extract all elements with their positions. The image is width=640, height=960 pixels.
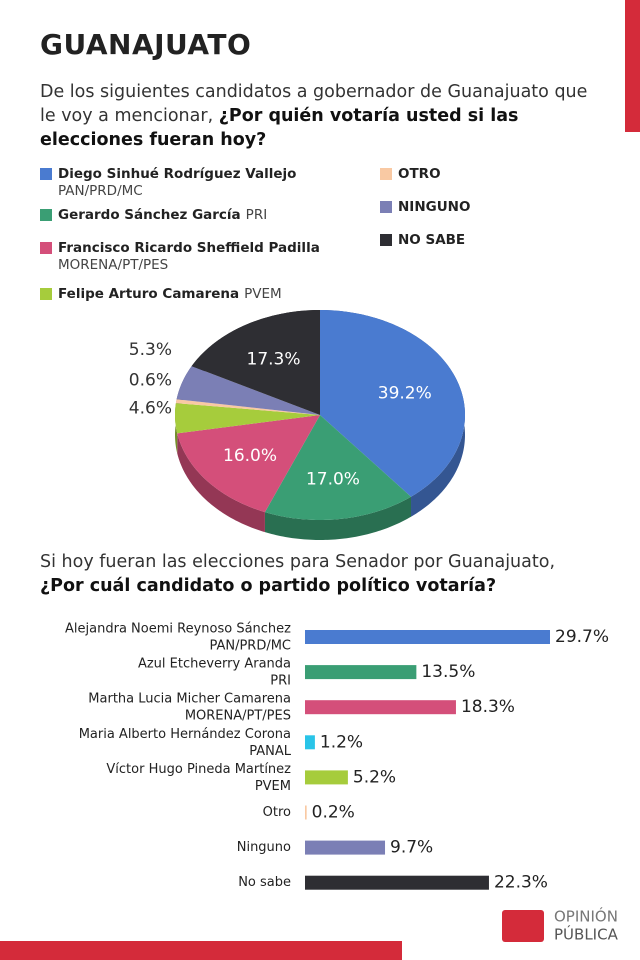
- category-label: Maria Alberto Hernández Corona: [79, 727, 291, 742]
- bar: [305, 630, 550, 644]
- pie-heading: De los siguientes candidatos a gobernado…: [40, 80, 600, 152]
- pie-slice: [320, 310, 465, 497]
- pie-slice-side: [264, 496, 412, 540]
- legend-name: Francisco Ricardo Sheffield Padilla: [58, 240, 320, 256]
- legend-name: Diego Sinhué Rodríguez Vallejo: [58, 166, 296, 182]
- bar: [305, 700, 456, 715]
- pie-slice: [175, 403, 320, 434]
- data-label: 17.3%: [247, 349, 301, 369]
- category-party: MORENA/PT/PES: [185, 709, 291, 724]
- bar: [305, 735, 315, 750]
- legend-name: Gerardo Sánchez García: [58, 207, 241, 223]
- pie-question: ¿Por quién votaría usted si las eleccion…: [40, 106, 519, 150]
- pie-title: De los siguientes candidatos a gobernado…: [40, 82, 588, 126]
- accent-bar: [625, 0, 640, 132]
- legend-party: MORENA/PT/PES: [58, 257, 168, 273]
- data-label: 29.7%: [555, 627, 609, 647]
- bar: [305, 840, 386, 855]
- pie-slice: [264, 415, 412, 520]
- legend-party: PRI: [246, 207, 268, 223]
- category-label: Martha Lucia Micher Camarena: [88, 692, 291, 707]
- legend-label: NO SABE: [398, 232, 465, 248]
- accent-bar: [0, 941, 402, 960]
- category-label: Víctor Hugo Pineda Martínez: [106, 762, 291, 777]
- category-party: PRI: [270, 674, 291, 689]
- data-label: 4.6%: [129, 398, 172, 418]
- legend-label: Diego Sinhué Rodríguez Vallejo: [58, 166, 296, 182]
- data-label: 1.2%: [320, 732, 363, 752]
- legend-swatch: [40, 209, 52, 221]
- legend-label: NINGUNO: [398, 199, 470, 215]
- legend-party: PVEM: [244, 286, 282, 302]
- bar: [305, 805, 307, 820]
- bar: [305, 875, 489, 890]
- category-label: Azul Etcheverry Aranda: [138, 657, 291, 672]
- data-label: 39.2%: [378, 383, 432, 403]
- legend-name: NINGUNO: [398, 199, 470, 215]
- pie-slice: [175, 399, 320, 415]
- data-label: 18.3%: [461, 697, 515, 717]
- legend-label: Francisco Ricardo Sheffield Padilla: [58, 240, 320, 256]
- legend-swatch: [40, 168, 52, 180]
- legend-swatch: [380, 168, 392, 180]
- data-label: 0.2%: [312, 803, 355, 823]
- bar: [305, 770, 348, 785]
- logo-icon: [502, 910, 544, 942]
- category-party: PANAL: [249, 744, 292, 759]
- category-label: Ninguno: [237, 840, 291, 855]
- data-label: 9.7%: [390, 838, 433, 858]
- bar-question: ¿Por cuál candidato o partido político v…: [40, 576, 497, 596]
- data-label: 0.6%: [129, 371, 172, 391]
- legend-label: OTRO: [398, 166, 441, 182]
- pie-slice: [177, 415, 320, 513]
- bar: [305, 665, 417, 680]
- category-party: PAN/PRD/MC: [209, 639, 291, 654]
- legend-swatch: [380, 201, 392, 213]
- data-label: 5.2%: [353, 767, 396, 787]
- pie-slice-side: [177, 433, 265, 533]
- legend-name: Felipe Arturo Camarena: [58, 286, 239, 302]
- category-party: PVEM: [255, 779, 291, 794]
- legend-swatch: [40, 288, 52, 300]
- data-label: 17.0%: [306, 469, 360, 489]
- data-label: 13.5%: [421, 662, 475, 682]
- legend-party: PAN/PRD/MC: [58, 183, 143, 199]
- legend-name: OTRO: [398, 166, 441, 182]
- category-label: Otro: [263, 805, 291, 820]
- logo-text: OPINIÓN: [554, 907, 618, 926]
- legend-swatch: [380, 234, 392, 246]
- data-label: 16.0%: [223, 446, 277, 466]
- pie-slice: [191, 310, 320, 415]
- legend-label: Felipe Arturo Camarena PVEM: [58, 286, 282, 302]
- data-label: 5.3%: [129, 340, 172, 360]
- legend-swatch: [40, 242, 52, 254]
- category-label: No sabe: [238, 875, 291, 890]
- legend-label: Gerardo Sánchez García PRI: [58, 207, 267, 223]
- pie-slice: [176, 366, 320, 415]
- logo-text: PÚBLICA: [554, 925, 619, 944]
- bar-title: Si hoy fueran las elecciones para Senado…: [40, 552, 556, 572]
- data-label: 22.3%: [494, 873, 548, 893]
- category-label: Alejandra Noemi Reynoso Sánchez: [65, 622, 291, 637]
- bar-heading: Si hoy fueran las elecciones para Senado…: [40, 550, 600, 598]
- page-title: GUANAJUATO: [40, 28, 252, 61]
- legend-name: NO SABE: [398, 232, 465, 248]
